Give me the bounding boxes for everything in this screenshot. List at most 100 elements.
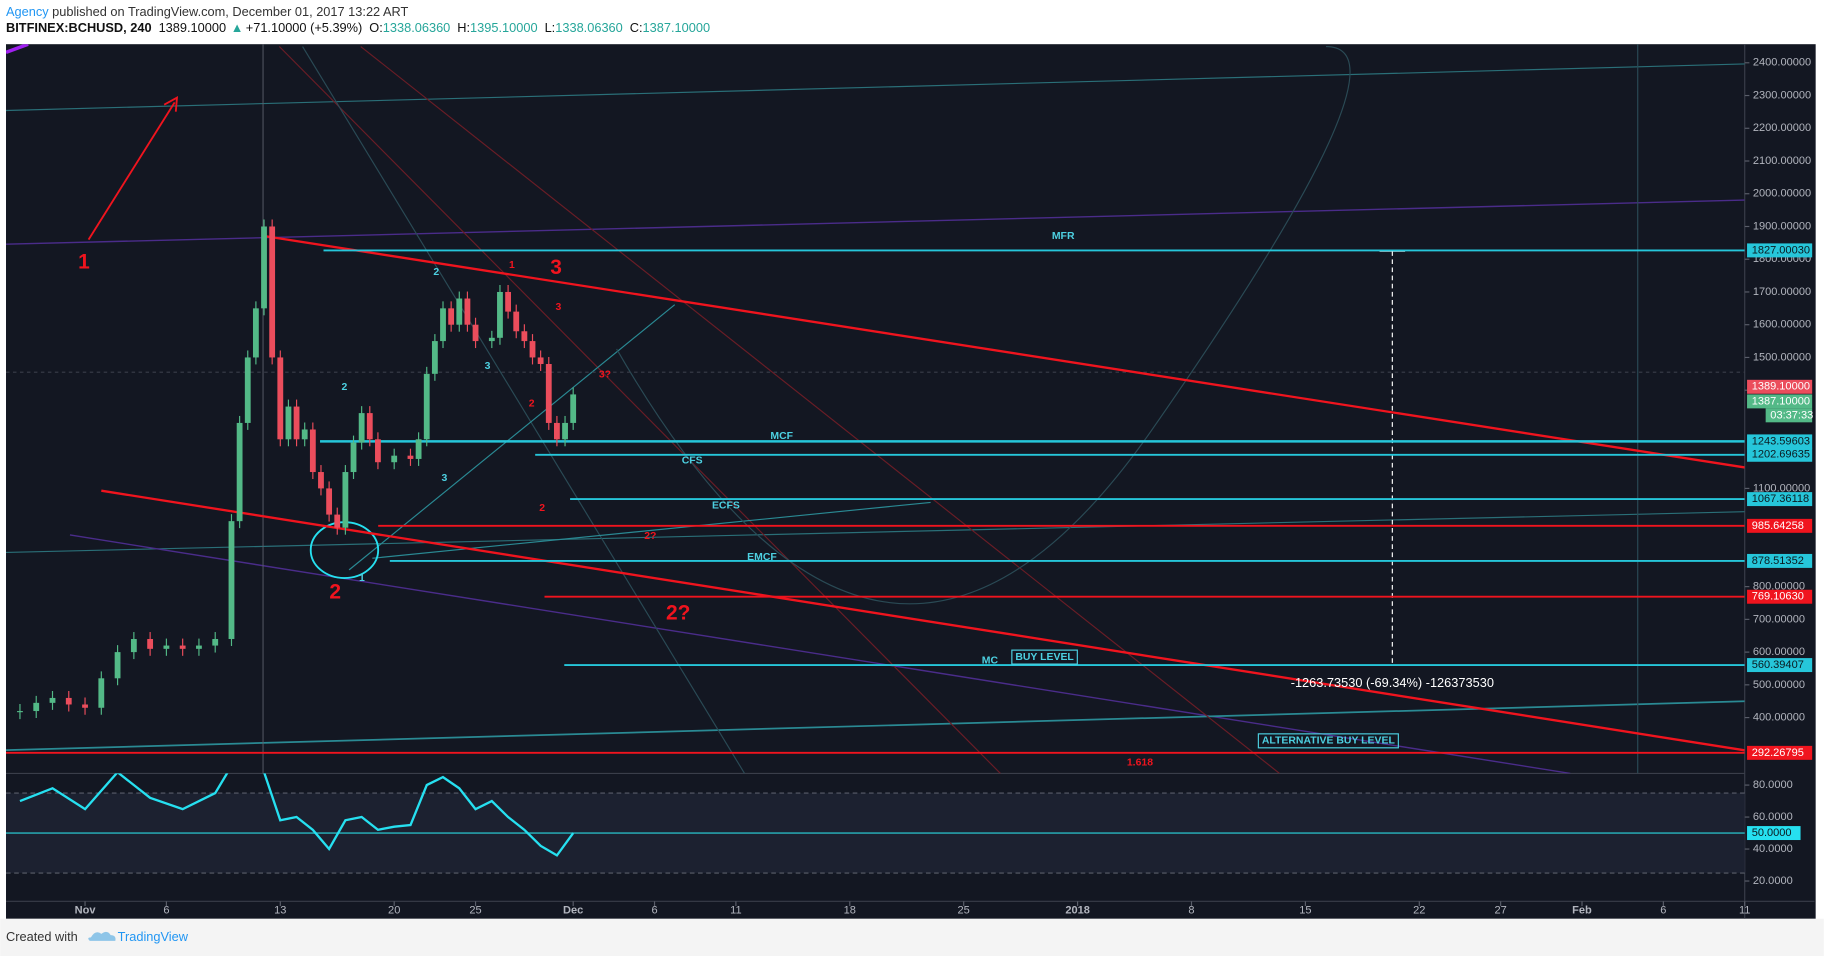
trend-line — [6, 700, 1745, 752]
candle-body — [440, 308, 446, 342]
price-pane — [6, 219, 1745, 754]
author[interactable]: Agency — [6, 4, 49, 19]
trend-line — [101, 489, 1745, 752]
candle-body — [464, 298, 471, 325]
up-triangle: ▲ — [231, 20, 244, 35]
y-tick-label: 800.00000 — [1753, 581, 1805, 593]
candle-body — [49, 697, 56, 703]
candle-body — [17, 711, 23, 713]
x-tick-label: 2018 — [1065, 905, 1090, 917]
candle-body — [244, 357, 251, 423]
brand[interactable]: TradingView — [118, 929, 189, 944]
level-tag — [1747, 589, 1813, 604]
ohlc-value: 1395.10000 — [470, 20, 538, 35]
rsi-tick-label: 20.0000 — [1753, 875, 1793, 887]
arrow — [87, 96, 179, 241]
level-tag — [1747, 518, 1813, 533]
level-tag-label: 985.64258 — [1752, 520, 1804, 532]
candle-body — [448, 308, 455, 325]
y-tick-label: 700.00000 — [1753, 613, 1805, 625]
candle-body — [163, 645, 170, 649]
candle-body — [196, 645, 202, 649]
level-tag-label: 1202.69635 — [1752, 449, 1810, 461]
trend-line — [6, 511, 1745, 554]
created-with: Created with — [6, 929, 78, 944]
annotation: MC — [982, 655, 999, 666]
rsi-line — [19, 773, 575, 857]
annotation: 2? — [666, 602, 690, 625]
level-tag-label: 560.39407 — [1752, 659, 1804, 671]
level-tag — [1747, 658, 1813, 673]
rsi-tick-label: 80.0000 — [1753, 779, 1793, 791]
candle-body — [415, 439, 422, 459]
candle-body — [228, 521, 235, 640]
candle-body — [261, 226, 267, 309]
x-tick-label: Dec — [563, 905, 583, 917]
trend-line — [6, 199, 1745, 245]
annotation: -1263.73530 (-69.34%) -126373530 — [1291, 675, 1494, 690]
x-tick-label: 6 — [651, 905, 657, 917]
annotation: BUY LEVEL — [1015, 652, 1074, 663]
annotation: 1 — [509, 260, 515, 271]
x-tick-label: Nov — [75, 905, 97, 917]
candle-body — [529, 341, 536, 358]
change: +71.10000 (+5.39%) — [246, 20, 363, 35]
x-tick-label: 13 — [274, 905, 286, 917]
ohlc-value: 1338.06360 — [383, 20, 451, 35]
annotation: 3? — [599, 369, 611, 380]
candle-body — [554, 422, 560, 440]
candle-body — [562, 422, 568, 440]
candle-body — [269, 226, 276, 358]
y-tick-label: 2200.00000 — [1753, 122, 1811, 134]
countdown-tag — [1765, 408, 1813, 423]
annotation: ALTERNATIVE BUY LEVEL — [1262, 736, 1396, 747]
candle-body — [358, 413, 365, 443]
annotation: CFS — [682, 455, 703, 466]
level-tag — [1747, 434, 1813, 449]
y-tick-label: 2300.00000 — [1753, 89, 1811, 101]
candle-body — [236, 422, 243, 522]
y-tick-label: 500.00000 — [1753, 679, 1805, 691]
annotation: 3 — [485, 361, 491, 372]
ohlc-value: 1387.10000 — [643, 20, 711, 35]
footer-background — [0, 918, 1824, 956]
x-tick-label: 11 — [730, 905, 741, 917]
x-tick-label: Feb — [1572, 905, 1592, 917]
candle-body — [33, 702, 40, 712]
candle-body — [545, 363, 552, 423]
y-tick-label: 600.00000 — [1753, 646, 1805, 658]
candle-body — [301, 429, 308, 440]
rsi-level-label: 50.0000 — [1752, 827, 1792, 839]
candle-body — [114, 652, 121, 679]
candle-body — [488, 337, 495, 342]
candle-body — [456, 298, 463, 325]
candle-body — [334, 514, 341, 528]
ohlc-key: C: — [630, 20, 643, 35]
annotation: 2 — [329, 581, 341, 604]
candle-body — [537, 357, 544, 364]
y-tick-label: 1500.00000 — [1753, 351, 1811, 363]
annotation: 2? — [644, 531, 656, 542]
x-tick-label: 22 — [1413, 905, 1425, 917]
price-tag-label: 1387.10000 — [1752, 395, 1810, 407]
annotation: 2 — [539, 503, 545, 514]
level-tag-label: 1243.59603 — [1752, 435, 1810, 447]
x-tick-label: 27 — [1495, 905, 1507, 917]
candle-body — [82, 704, 88, 708]
trend-line — [278, 46, 1001, 774]
level-tag-label: 1827.00030 — [1752, 244, 1810, 256]
level-tag — [1747, 492, 1813, 507]
y-tick-label: 400.00000 — [1753, 712, 1805, 724]
candle-body — [570, 394, 577, 423]
candle-body — [391, 455, 398, 463]
annotation-box — [1257, 733, 1399, 749]
annotation: 3 — [442, 473, 448, 484]
y-tick-label: 2000.00000 — [1753, 188, 1811, 200]
y-tick-label: 2100.00000 — [1753, 155, 1811, 167]
y-tick-label: 1600.00000 — [1753, 319, 1811, 331]
x-tick-label: 25 — [958, 905, 970, 917]
published: published on TradingView.com, December 0… — [52, 4, 408, 19]
ohlc-key: L: — [545, 20, 556, 35]
